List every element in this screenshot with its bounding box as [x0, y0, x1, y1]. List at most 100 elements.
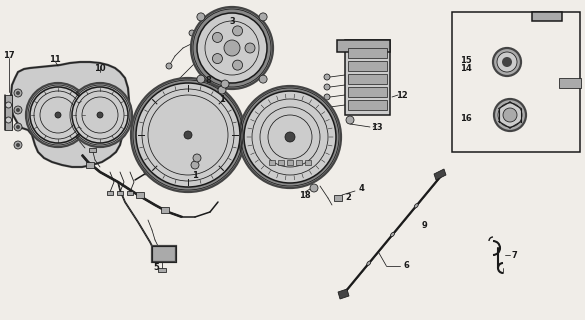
- Polygon shape: [434, 169, 446, 180]
- Ellipse shape: [414, 204, 418, 208]
- Text: 6: 6: [403, 261, 409, 270]
- Bar: [74, 130, 80, 134]
- Polygon shape: [5, 95, 12, 130]
- Circle shape: [497, 52, 517, 72]
- Circle shape: [191, 7, 273, 89]
- Text: 2: 2: [345, 194, 351, 203]
- Text: 1: 1: [192, 171, 198, 180]
- Circle shape: [193, 154, 201, 162]
- Text: 15: 15: [460, 55, 472, 65]
- Circle shape: [72, 87, 128, 143]
- Polygon shape: [136, 192, 144, 198]
- Bar: [559, 78, 581, 88]
- Text: 11: 11: [49, 54, 61, 63]
- Polygon shape: [338, 289, 349, 299]
- Bar: [345, 40, 390, 115]
- Circle shape: [310, 184, 318, 192]
- Bar: [305, 160, 311, 165]
- Bar: [348, 100, 387, 110]
- Bar: [278, 160, 284, 165]
- Text: 9: 9: [422, 221, 428, 230]
- Bar: [127, 191, 133, 195]
- Circle shape: [191, 161, 199, 169]
- Bar: [74, 124, 80, 128]
- Circle shape: [26, 83, 90, 147]
- Polygon shape: [161, 207, 169, 213]
- Circle shape: [14, 123, 22, 131]
- Circle shape: [239, 86, 341, 188]
- Circle shape: [324, 74, 330, 80]
- Circle shape: [136, 83, 240, 187]
- Circle shape: [55, 112, 61, 118]
- Circle shape: [259, 13, 267, 21]
- Circle shape: [494, 99, 526, 131]
- Circle shape: [5, 117, 12, 123]
- Circle shape: [197, 13, 267, 83]
- Polygon shape: [11, 62, 129, 167]
- Bar: [296, 160, 302, 165]
- Text: 3: 3: [229, 17, 235, 26]
- Circle shape: [30, 87, 86, 143]
- Text: 5: 5: [153, 263, 159, 273]
- Text: 1: 1: [219, 94, 225, 103]
- Circle shape: [189, 30, 195, 36]
- Circle shape: [16, 125, 20, 129]
- Circle shape: [233, 60, 243, 70]
- Circle shape: [218, 86, 226, 94]
- Circle shape: [498, 103, 522, 127]
- Bar: [337, 40, 390, 52]
- Bar: [348, 74, 387, 84]
- Text: 18: 18: [299, 190, 311, 199]
- Polygon shape: [158, 268, 166, 272]
- Circle shape: [324, 84, 330, 90]
- Bar: [117, 191, 123, 195]
- Circle shape: [16, 91, 20, 95]
- Circle shape: [503, 108, 517, 122]
- Text: 12: 12: [396, 91, 408, 100]
- Circle shape: [221, 80, 229, 88]
- Circle shape: [493, 48, 521, 76]
- Text: 16: 16: [460, 114, 472, 123]
- Circle shape: [197, 13, 205, 21]
- Circle shape: [187, 159, 193, 165]
- Ellipse shape: [367, 261, 371, 265]
- Bar: [89, 148, 96, 152]
- Polygon shape: [532, 12, 562, 21]
- Text: 14: 14: [460, 63, 472, 73]
- Circle shape: [212, 53, 222, 64]
- Circle shape: [224, 40, 240, 56]
- Circle shape: [184, 131, 192, 139]
- Bar: [152, 246, 176, 262]
- Circle shape: [14, 89, 22, 97]
- Bar: [348, 87, 387, 97]
- Circle shape: [324, 104, 330, 110]
- Bar: [74, 118, 80, 122]
- Polygon shape: [334, 195, 342, 201]
- Circle shape: [166, 63, 172, 69]
- Circle shape: [186, 133, 190, 137]
- Circle shape: [233, 26, 243, 36]
- Bar: [348, 48, 387, 58]
- Circle shape: [285, 132, 295, 142]
- Circle shape: [16, 143, 20, 147]
- Circle shape: [5, 102, 12, 108]
- Text: 4: 4: [359, 183, 365, 193]
- Bar: [152, 246, 176, 262]
- Polygon shape: [143, 167, 152, 175]
- Circle shape: [502, 57, 512, 67]
- Circle shape: [180, 165, 186, 171]
- Circle shape: [68, 83, 132, 147]
- Bar: [287, 160, 293, 165]
- Bar: [348, 61, 387, 71]
- Bar: [269, 160, 275, 165]
- Circle shape: [346, 116, 354, 124]
- Text: 10: 10: [94, 63, 106, 73]
- Circle shape: [14, 141, 22, 149]
- Ellipse shape: [391, 232, 394, 237]
- Circle shape: [197, 75, 205, 83]
- Circle shape: [212, 32, 222, 43]
- Bar: [107, 191, 113, 195]
- Text: 17: 17: [3, 51, 15, 60]
- Circle shape: [131, 78, 245, 192]
- Text: 7: 7: [511, 251, 517, 260]
